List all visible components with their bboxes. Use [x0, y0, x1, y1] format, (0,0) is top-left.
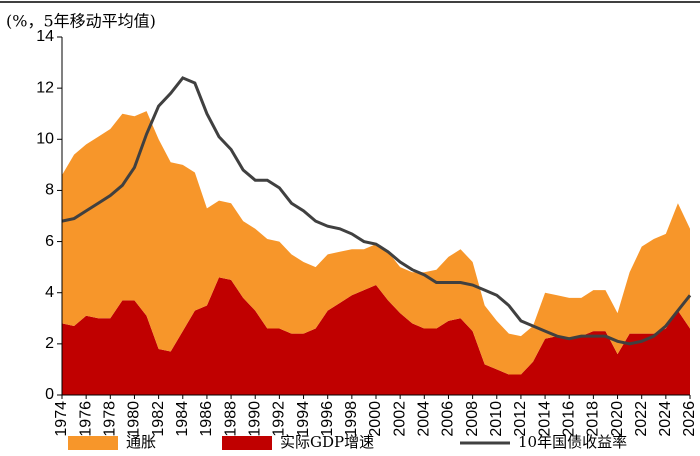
x-tick-label: 1980	[126, 401, 143, 437]
x-tick-label: 1990	[246, 401, 263, 437]
x-tick-label: 2012	[512, 401, 529, 437]
x-tick-label: 1984	[174, 401, 191, 437]
x-tick-label: 2008	[464, 401, 481, 437]
x-tick-label: 1978	[102, 401, 119, 437]
y-tick-label: 10	[36, 131, 54, 148]
x-tick-label: 2004	[416, 401, 433, 437]
y-axis-label: (%，5年移动平均值)	[6, 12, 156, 31]
legend-label: 实际GDP增速	[280, 433, 374, 451]
x-tick-label: 1988	[222, 401, 239, 437]
y-tick-label: 0	[45, 386, 54, 403]
legend-label: 通胀	[126, 433, 156, 451]
x-tick-label: 2022	[633, 401, 650, 437]
x-tick-label: 1994	[295, 401, 312, 437]
x-tick-label: 2006	[440, 401, 457, 437]
x-tick-label: 2020	[609, 401, 626, 437]
area	[62, 111, 690, 375]
y-tick-label: 2	[45, 335, 54, 352]
x-tick-label: 1976	[77, 401, 94, 437]
x-tick-label: 2010	[488, 401, 505, 437]
legend-swatch	[68, 436, 118, 450]
x-tick-label: 2014	[536, 401, 553, 437]
x-tick-label: 2016	[560, 401, 577, 437]
x-tick-label: 1982	[150, 401, 167, 437]
line	[61, 76, 692, 346]
x-tick-label: 2026	[681, 401, 698, 437]
legend-swatch	[222, 436, 272, 450]
x-tick-label: 1996	[319, 401, 336, 437]
x-tick-label: 1998	[343, 401, 360, 437]
x-tick-label: 2024	[657, 401, 674, 437]
x-tick-label: 1992	[271, 401, 288, 437]
x-tick-label: 2018	[585, 401, 602, 437]
legend-label: 10年国债收益率	[518, 433, 627, 451]
x-tick-label: 1974	[53, 401, 70, 437]
x-tick-label: 2000	[367, 401, 384, 437]
y-tick-label: 6	[45, 233, 54, 250]
y-tick-label: 12	[36, 79, 54, 96]
area	[62, 277, 690, 395]
y-tick-label: 14	[36, 28, 54, 45]
x-tick-label: 2002	[391, 401, 408, 437]
y-tick-label: 4	[45, 284, 54, 301]
x-tick-label: 1986	[198, 401, 215, 437]
y-tick-label: 8	[45, 182, 54, 199]
